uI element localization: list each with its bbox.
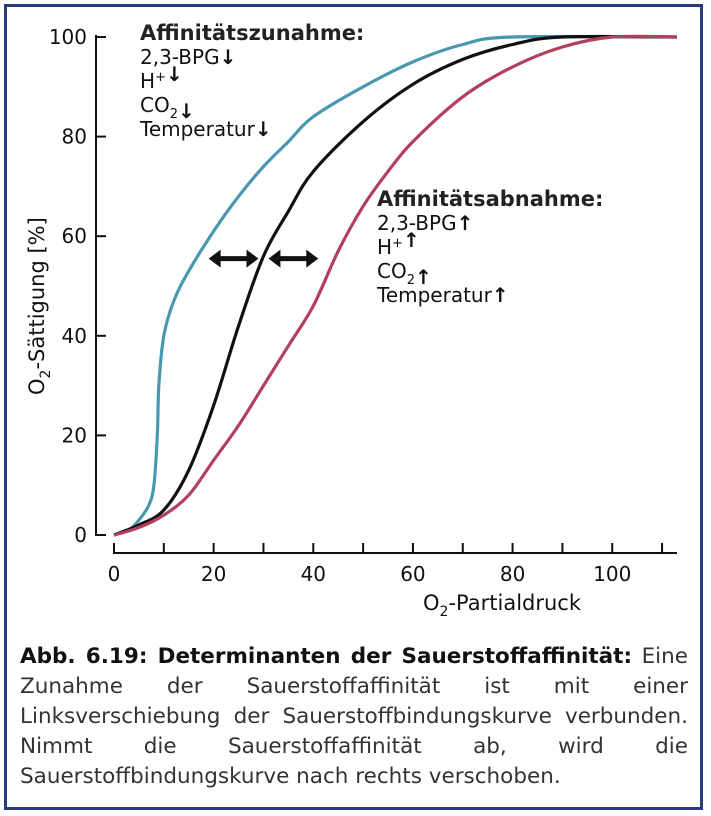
y-tick-label: 0	[74, 523, 87, 547]
binding-curve-1	[113, 34, 678, 537]
shift-arrows	[208, 249, 319, 268]
annotation-increase-item: CO2↓	[140, 93, 195, 123]
binding-curve-3	[113, 34, 678, 537]
figure-caption: Abb. 6.19: Determinanten der Sauerstoffa…	[20, 642, 688, 792]
x-tick-label: 20	[201, 562, 226, 586]
binding-curve-2	[113, 34, 678, 537]
y-tick-label: 60	[62, 224, 87, 248]
y-tick-label: 80	[62, 125, 87, 149]
annotation-increase-list: 2,3-BPG↓H+↓CO2↓Temperatur↓	[139, 45, 272, 141]
annotation-decrease-item: Temperatur↑	[376, 283, 509, 307]
arrow-head-right	[306, 249, 319, 268]
double-arrow-2	[268, 249, 319, 268]
caption-title: Abb. 6.19: Determinanten der Sauerstoffa…	[20, 644, 633, 669]
x-tick-label: 60	[400, 562, 425, 586]
annotation-decrease-title: Affinitätsabnahme:	[377, 187, 603, 211]
y-tick-label: 20	[62, 423, 87, 447]
x-tick-label: 0	[108, 562, 121, 586]
annotation-increase-item: 2,3-BPG↓	[140, 45, 236, 69]
y-tick-label: 100	[49, 25, 87, 49]
arrow-head-left	[208, 249, 221, 268]
annotation-increase-item: H+↓	[140, 62, 183, 93]
figure-frame	[4, 4, 703, 810]
curves	[113, 34, 678, 537]
x-axis-label: O2-Partialdruck	[423, 591, 582, 620]
annotation-increase-item: Temperatur↓	[139, 117, 272, 141]
annotation-decrease-item: CO2↑	[377, 259, 432, 289]
annotation-decrease-item: 2,3-BPG↑	[377, 211, 473, 235]
caption-body: Eine Zunahme der Sauerstoffaffinität ist…	[20, 644, 689, 789]
x-tick-label: 40	[301, 562, 326, 586]
x-tick-label: 100	[593, 562, 631, 586]
arrow-head-right	[246, 249, 259, 268]
axes: 0 20 40 60 80 100 0 20 40 60 80 100	[49, 25, 677, 586]
arrow-head-left	[268, 249, 281, 268]
x-tick-label: 80	[500, 562, 525, 586]
oxygen-binding-chart: 0 20 40 60 80 100 0 20 40 60 80 100 Affinitätszunah…	[25, 21, 678, 620]
annotation-decrease-list: 2,3-BPG↑H+↑CO2↑Temperatur↑	[376, 211, 509, 307]
double-arrow-1	[208, 249, 259, 268]
annotation-increase-title: Affinitätszunahme:	[140, 21, 364, 45]
y-tick-label: 40	[62, 324, 87, 348]
y-axis-label: O2-Sättigung [%]	[25, 217, 54, 395]
annotation-decrease-item: H+↑	[377, 228, 420, 259]
